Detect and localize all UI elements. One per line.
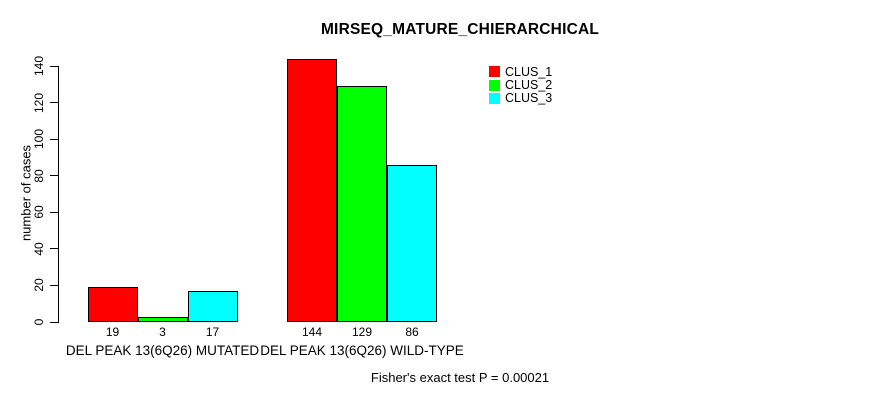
y-tick-label: 80	[32, 169, 46, 183]
y-tick-mark	[50, 65, 58, 67]
bar-clus_1-group1	[87, 287, 138, 322]
y-tick-label: 120	[32, 92, 46, 113]
bar-clus_2-group2	[337, 86, 387, 322]
bar-value-label: 17	[205, 325, 220, 339]
y-tick-mark	[50, 284, 58, 286]
bar-value-label: 86	[405, 325, 419, 339]
y-tick-label: 0	[32, 318, 46, 326]
bar-clus_3-group1	[187, 290, 238, 322]
y-tick-mark	[50, 102, 58, 104]
bar-value-label: 144	[301, 325, 323, 339]
y-tick-label: 100	[32, 129, 46, 150]
legend-swatch-clus_3	[489, 92, 500, 104]
bar-value-label: 129	[351, 325, 373, 339]
bar-clus_2-group1	[137, 316, 188, 322]
y-tick-mark	[50, 211, 58, 213]
bar-clus_3-group2	[387, 164, 437, 322]
y-tick-label: 20	[32, 278, 46, 293]
category-label: DEL PEAK 13(6Q26) WILD-TYPE	[260, 343, 464, 358]
y-tick-label: 60	[32, 205, 46, 219]
y-tick-mark	[50, 175, 58, 177]
y-tick-label: 140	[32, 55, 46, 77]
bar-value-label: 19	[105, 325, 120, 339]
chart-title: MIRSEQ_MATURE_CHIERARCHICAL	[320, 21, 600, 38]
legend-item-clus_3: CLUS_3	[489, 91, 553, 106]
y-axis-line	[58, 66, 59, 323]
y-tick-mark	[50, 321, 58, 323]
legend-item-clus_1: CLUS_1	[489, 64, 553, 79]
y-tick-label: 40	[32, 242, 46, 256]
legend-label: CLUS_1	[505, 64, 553, 79]
legend-item-clus_2: CLUS_2	[489, 78, 553, 93]
legend: CLUS_1 CLUS_2 CLUS_3	[489, 65, 552, 105]
bar-value-label: 3	[159, 325, 166, 339]
legend-label: CLUS_3	[505, 91, 553, 106]
y-axis-title: number of cases	[18, 144, 34, 242]
y-tick-mark	[50, 248, 58, 250]
legend-swatch-clus_1	[489, 66, 500, 78]
annotation-text: Fisher's exact test P = 0.00021	[370, 370, 550, 385]
legend-label: CLUS_2	[505, 78, 553, 93]
category-label: DEL PEAK 13(6Q26) MUTATED	[65, 343, 260, 358]
bar-clus_1-group2	[287, 58, 337, 322]
y-tick-mark	[50, 138, 58, 140]
legend-swatch-clus_2	[489, 79, 500, 91]
